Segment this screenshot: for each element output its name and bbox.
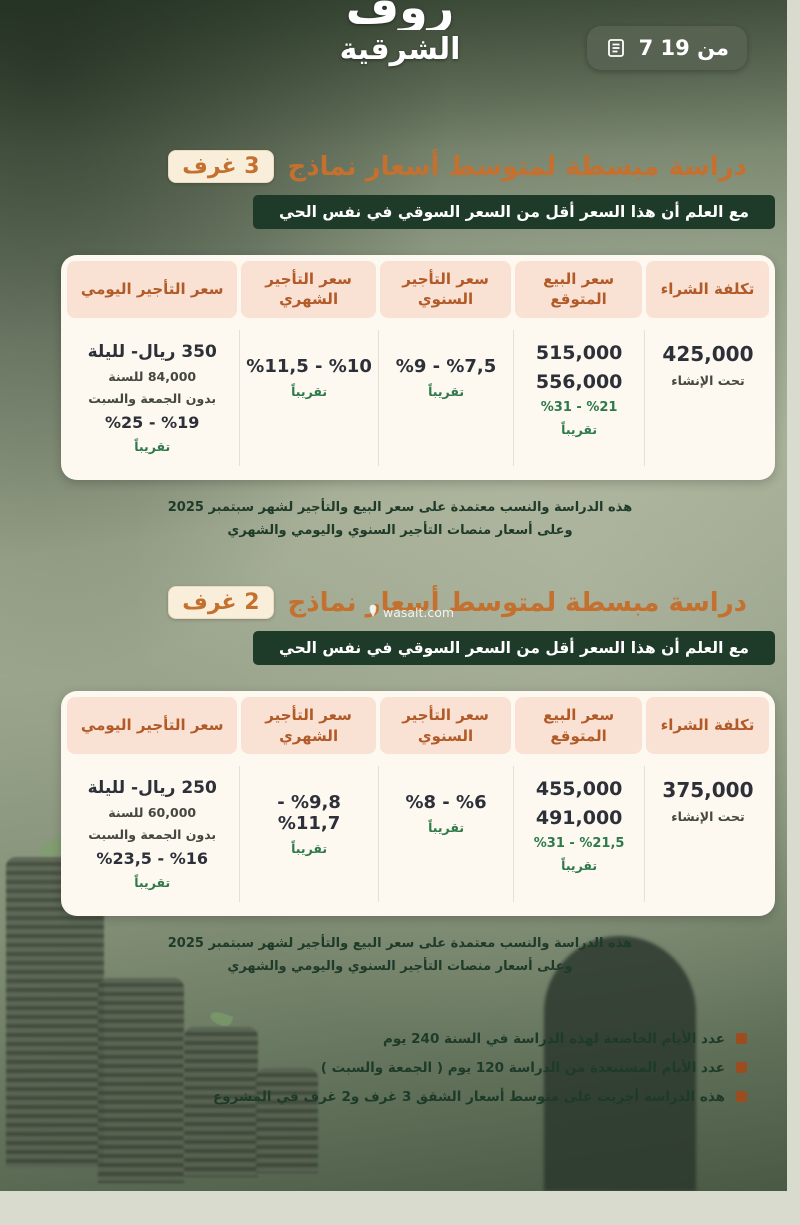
daily-approx: تقريباً	[134, 874, 171, 890]
price-table-3rooms: تكلفة الشراء سعر البيع المتوقع سعر التأج…	[61, 255, 775, 480]
purchase-cost-cell: 375,000 تحت الإنشاء	[643, 765, 771, 902]
monthly-rent-cell: %9,8 - %11,7 تقريباً	[239, 765, 377, 902]
bullet-text: عدد الأيام المستبعدة من الدراسة 120 يوم …	[320, 1059, 725, 1076]
daily-excluded-days: بدون الجمعة والسبت	[88, 390, 217, 406]
header-purchase-cost: تكلفة الشراء	[645, 697, 769, 754]
sale-value-2: 556,000	[535, 370, 623, 393]
purchase-note: تحت الإنشاء	[671, 808, 745, 824]
expected-sale-cell: 455,000 491,000 %21,5 - %31 تقريباً	[513, 765, 644, 902]
monthly-range: %10 - %11,5	[246, 355, 372, 377]
study-note-2rooms: هذه الدراسة والنسب معتمدة على سعر البيع …	[25, 932, 775, 979]
brand-logo: روف الشرقية	[340, 0, 461, 67]
bullet-item: عدد الأيام الخاضعة لهذه الدراسة في السنة…	[25, 1031, 747, 1047]
sale-range: %21,5 - %31	[533, 835, 625, 851]
bullet-list: عدد الأيام الخاضعة لهذه الدراسة في السنة…	[25, 1031, 747, 1105]
expected-sale-cell: 515,000 556,000 %21 - %31 تقريباً	[513, 329, 644, 466]
logo-word-sharqia: الشرقية	[339, 32, 461, 67]
study-note-3rooms: هذه الدراسة والنسب معتمدة على سعر البيع …	[25, 496, 775, 543]
annual-approx: تقريباً	[428, 383, 465, 399]
header-monthly-rent: سعر التأجير الشهري	[241, 261, 376, 318]
coin-stack	[256, 1068, 318, 1173]
study-note-line2: وعلى أسعار منصات التأجير السنوي واليومي …	[227, 522, 573, 538]
bullet-text: عدد الأيام الخاضعة لهذه الدراسة في السنة…	[383, 1030, 725, 1047]
daily-range: %16 - %23,5	[96, 848, 208, 868]
daily-rent-cell: 350 ريال- لليلة 84,000 للسنة بدون الجمعة…	[65, 330, 239, 466]
monthly-range: %9,8 - %11,7	[277, 791, 341, 834]
header-purchase-cost: تكلفة الشراء	[645, 261, 769, 318]
sale-value-2: 491,000	[535, 806, 623, 829]
monthly-rent-cell: %10 - %11,5 تقريباً	[239, 329, 377, 466]
page-bottom-margin	[0, 1191, 800, 1225]
annual-rent-cell: %6 - %8 تقريباً	[377, 765, 514, 902]
table-body-row: 425,000 تحت الإنشاء 515,000 556,000 %21 …	[61, 324, 775, 480]
sale-value-1: 515,000	[535, 341, 623, 364]
annual-range: %7,5 - %9	[395, 355, 497, 377]
section-title-text: دراسة مبسطة لمتوسط أسعار نماذج	[287, 587, 747, 618]
header-annual-rent: سعر التأجير السنوي	[379, 697, 512, 754]
annual-rent-cell: %7,5 - %9 تقريباً	[377, 329, 514, 466]
header-daily-rent: سعر التأجير اليومي	[67, 697, 238, 754]
background-door-shape	[544, 936, 696, 1191]
coin-stack	[184, 1027, 258, 1177]
purchase-cost-cell: 425,000 تحت الإنشاء	[643, 329, 771, 466]
daily-rent-cell: 250 ريال- لليلة 60,000 للسنة بدون الجمعة…	[65, 766, 239, 902]
purchase-value: 425,000	[662, 341, 754, 366]
daily-approx: تقريباً	[134, 438, 171, 454]
bullet-item: هذه الدراسة أجريت على متوسط أسعار الشقق …	[25, 1089, 747, 1105]
sale-approx: تقريباً	[561, 421, 598, 437]
bullet-square-icon	[736, 1033, 747, 1045]
market-note-banner: مع العلم أن هذا السعر أقل من السعر السوق…	[252, 631, 775, 666]
bullet-text: هذه الدراسة أجريت على متوسط أسعار الشقق …	[213, 1088, 725, 1105]
daily-price: 350 ريال- لليلة	[87, 341, 217, 362]
market-note-banner: مع العلم أن هذا السعر أقل من السعر السوق…	[252, 195, 775, 229]
map-pin-icon	[368, 604, 378, 620]
annual-range: %6 - %8	[405, 791, 487, 813]
section-title-3rooms: دراسة مبسطة لمتوسط أسعار نماذج 3 غرف	[25, 150, 747, 183]
header-daily-rent: سعر التأجير اليومي	[67, 261, 238, 318]
logo-roof-clip: روف	[340, 0, 461, 30]
sale-approx: تقريباً	[561, 857, 598, 873]
coin-stack	[98, 978, 184, 1183]
table-body-row: 375,000 تحت الإنشاء 455,000 491,000 %21,…	[61, 760, 775, 916]
monthly-approx: تقريباً	[291, 840, 328, 856]
sale-value-1: 455,000	[535, 777, 623, 800]
page-right-margin	[787, 0, 800, 1225]
page-indicator-label: 7 من 19	[638, 36, 729, 60]
study-note-line2: وعلى أسعار منصات التأجير السنوي واليومي …	[227, 959, 573, 975]
table-header-row: تكلفة الشراء سعر البيع المتوقع سعر التأج…	[61, 691, 775, 760]
header: روف الشرقية 7 من 19	[25, 0, 775, 96]
bullet-square-icon	[736, 1091, 747, 1103]
bullet-square-icon	[736, 1062, 747, 1074]
background-top-shade	[0, 0, 800, 150]
header-annual-rent: سعر التأجير السنوي	[379, 261, 512, 318]
daily-excluded-days: بدون الجمعة والسبت	[88, 826, 217, 842]
daily-yearly-total: 60,000 للسنة	[108, 804, 197, 820]
purchase-value: 375,000	[662, 777, 754, 802]
room-count-badge: 3 غرف	[168, 150, 274, 183]
watermark-text: wasalt.com	[383, 604, 455, 620]
header-expected-sale: سعر البيع المتوقع	[515, 697, 642, 754]
annual-approx: تقريباً	[428, 819, 465, 835]
watermark: wasalt.com	[368, 604, 454, 620]
monthly-approx: تقريباً	[291, 383, 328, 399]
price-table-2rooms: تكلفة الشراء سعر البيع المتوقع سعر التأج…	[61, 691, 775, 916]
sale-range: %21 - %31	[540, 399, 618, 415]
study-note-line1: هذه الدراسة والنسب معتمدة على سعر البيع …	[167, 935, 633, 951]
header-monthly-rent: سعر التأجير الشهري	[241, 697, 376, 754]
purchase-note: تحت الإنشاء	[671, 372, 745, 388]
study-note-line1: هذه الدراسة والنسب معتمدة على سعر البيع …	[167, 499, 633, 515]
table-header-row: تكلفة الشراء سعر البيع المتوقع سعر التأج…	[61, 255, 775, 324]
logo-word-roof: روف	[345, 0, 455, 30]
bullet-item: عدد الأيام المستبعدة من الدراسة 120 يوم …	[25, 1060, 747, 1076]
daily-range: %19 - %25	[105, 412, 200, 432]
section-title-2rooms: دراسة مبسطة لمتوسط أسعار نماذج 2 غرف	[25, 586, 747, 620]
room-count-badge: 2 غرف	[168, 586, 274, 620]
daily-yearly-total: 84,000 للسنة	[108, 368, 197, 384]
section-title-text: دراسة مبسطة لمتوسط أسعار نماذج	[287, 151, 747, 182]
book-icon	[605, 37, 627, 59]
daily-price: 250 ريال- لليلة	[87, 777, 217, 798]
header-expected-sale: سعر البيع المتوقع	[515, 261, 642, 318]
page-indicator[interactable]: 7 من 19	[586, 26, 747, 70]
